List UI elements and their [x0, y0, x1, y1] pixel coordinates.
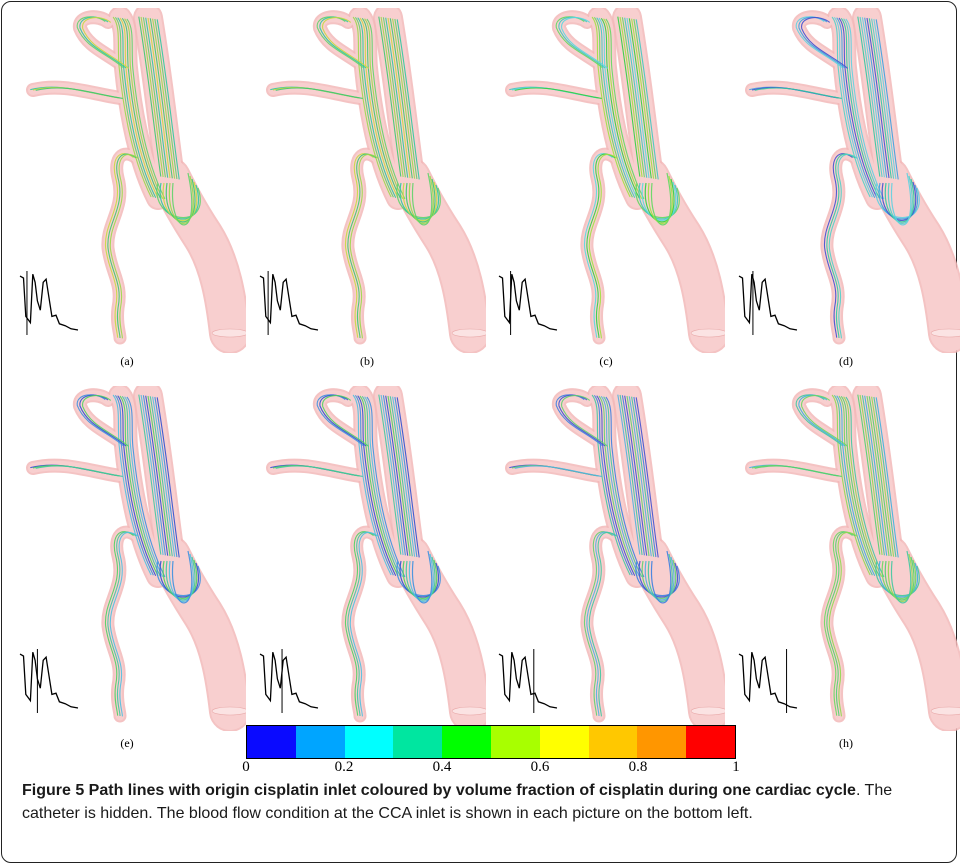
- caption-title: Figure 5 Path lines with origin cisplati…: [22, 782, 856, 799]
- pathline-render: [19, 8, 246, 353]
- flow-waveform-inset: [259, 649, 319, 713]
- colorbar-tick-label: 0.6: [530, 759, 550, 775]
- flow-waveform-inset: [259, 271, 319, 335]
- flow-waveform-inset: [19, 649, 79, 713]
- pathline-render: [19, 386, 246, 731]
- panel-h: (h): [727, 386, 960, 750]
- figure-caption: Figure 5 Path lines with origin cisplati…: [22, 779, 940, 825]
- volume-fraction-colorbar: [246, 725, 736, 759]
- panel-label: (e): [120, 736, 134, 750]
- panel-d: (d): [727, 8, 960, 368]
- colorbar-segment: [247, 726, 296, 758]
- colorbar-segment: [686, 726, 735, 758]
- flow-waveform-inset: [19, 271, 79, 335]
- panel-label: (b): [360, 354, 374, 368]
- panel-label: (c): [599, 354, 613, 368]
- pathline-render: [259, 386, 486, 731]
- colorbar-segment: [393, 726, 443, 758]
- colorbar-tick-label: 0: [242, 759, 250, 775]
- panel-label: (a): [120, 354, 134, 368]
- pathline-render: [738, 386, 960, 731]
- flow-waveform-inset: [738, 649, 798, 713]
- flow-waveform-inset: [498, 649, 558, 713]
- colorbar-tick-label: 0.2: [334, 759, 354, 775]
- colorbar-tick-label: 0.4: [432, 759, 452, 775]
- flow-waveform-inset: [738, 271, 798, 335]
- caption-text: . The catheter is hidden. The blood flow…: [22, 782, 893, 822]
- panel-a: (a): [8, 8, 246, 368]
- colorbar-segment: [442, 726, 491, 758]
- colorbar-tick-label: 0.8: [628, 759, 648, 775]
- colorbar-segment: [490, 726, 540, 758]
- colorbar-segment: [295, 726, 345, 758]
- panel-label: (h): [839, 736, 853, 750]
- panel-c: (c): [487, 8, 725, 368]
- pathline-render: [498, 386, 725, 731]
- panel-b: (b): [248, 8, 486, 368]
- panel-label: (d): [839, 354, 853, 368]
- flow-waveform-inset: [498, 271, 558, 335]
- panel-g: (g): [487, 386, 725, 750]
- colorbar-segment: [588, 726, 638, 758]
- colorbar-segment: [637, 726, 687, 758]
- colorbar-segment: [539, 726, 589, 758]
- panel-e: (e): [8, 386, 246, 750]
- colorbar-tick-label: 1: [732, 759, 740, 775]
- pathline-render: [498, 8, 725, 353]
- colorbar-segment: [344, 726, 394, 758]
- pathline-render: [259, 8, 486, 353]
- pathline-render: [738, 8, 960, 353]
- panel-f: (f): [248, 386, 486, 750]
